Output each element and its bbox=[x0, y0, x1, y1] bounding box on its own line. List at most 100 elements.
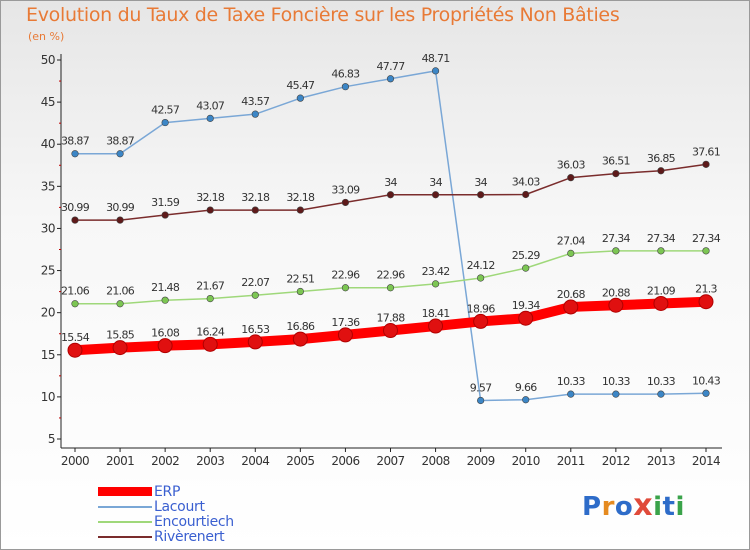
data-label-erp: 16.53 bbox=[241, 323, 270, 336]
data-label-encourtiech: 25.29 bbox=[512, 249, 541, 262]
data-label-rivèrenert: 30.99 bbox=[106, 201, 135, 214]
data-point-encourtiech bbox=[431, 280, 440, 288]
data-point-rivèrenert bbox=[431, 191, 440, 199]
data-label-rivèrenert: 34 bbox=[429, 176, 442, 189]
data-label-lacourt: 48.71 bbox=[422, 52, 450, 65]
data-point-erp bbox=[202, 336, 218, 352]
data-label-rivèrenert: 36.51 bbox=[602, 155, 630, 168]
data-label-encourtiech: 21.06 bbox=[106, 285, 135, 298]
data-label-encourtiech: 23.42 bbox=[422, 265, 450, 278]
data-point-erp bbox=[428, 318, 444, 334]
x-tick-label: 2000 bbox=[61, 454, 89, 468]
data-point-rivèrenert bbox=[386, 191, 395, 199]
data-point-lacourt bbox=[296, 94, 304, 102]
data-label-erp: 17.88 bbox=[377, 312, 406, 325]
data-point-erp bbox=[383, 323, 398, 339]
proxiti-logo: Proxiti bbox=[582, 488, 685, 523]
legend-swatch bbox=[98, 487, 152, 496]
legend-item-lacourt: Lacourt bbox=[98, 499, 234, 514]
data-label-lacourt: 38.87 bbox=[106, 135, 135, 148]
logo-letter: o bbox=[614, 492, 634, 522]
y-tick-label: 10 bbox=[41, 390, 55, 404]
data-label-encourtiech: 27.34 bbox=[692, 232, 721, 245]
data-label-encourtiech: 21.48 bbox=[151, 281, 180, 294]
data-point-encourtiech bbox=[206, 295, 214, 303]
chart-subtitle: (en %) bbox=[28, 30, 65, 43]
data-label-rivèrenert: 36.85 bbox=[647, 152, 676, 165]
data-point-lacourt bbox=[206, 114, 214, 122]
x-tick-label: 2010 bbox=[512, 454, 540, 468]
data-label-erp: 21.3 bbox=[695, 283, 717, 296]
logo-letter: P bbox=[582, 492, 602, 522]
data-point-rivèrenert bbox=[612, 170, 620, 178]
x-tick-label: 2004 bbox=[241, 454, 269, 468]
data-label-erp: 17.36 bbox=[331, 316, 360, 329]
chart-legend: ERP Lacourt Encourtiech Rivèrenert bbox=[98, 484, 234, 544]
data-point-erp bbox=[518, 310, 534, 326]
logo-letter: x bbox=[633, 488, 654, 523]
data-label-rivèrenert: 32.18 bbox=[196, 191, 225, 204]
data-label-encourtiech: 21.06 bbox=[61, 285, 90, 298]
data-label-rivèrenert: 32.18 bbox=[241, 191, 270, 204]
data-point-encourtiech bbox=[657, 247, 665, 255]
data-label-encourtiech: 27.04 bbox=[557, 234, 586, 247]
data-point-lacourt bbox=[161, 118, 169, 127]
legend-swatch bbox=[98, 535, 152, 538]
data-point-encourtiech bbox=[477, 274, 485, 282]
data-point-rivèrenert bbox=[161, 211, 169, 219]
data-label-erp: 15.54 bbox=[61, 331, 90, 344]
data-point-rivèrenert bbox=[657, 167, 665, 175]
data-point-encourtiech bbox=[702, 247, 710, 255]
data-label-rivèrenert: 31.59 bbox=[151, 196, 180, 209]
y-tick-label: 5 bbox=[48, 432, 55, 446]
data-label-encourtiech: 21.67 bbox=[196, 280, 225, 293]
y-tick-label: 30 bbox=[41, 221, 55, 235]
data-label-lacourt: 10.33 bbox=[602, 375, 631, 388]
data-label-erp: 18.96 bbox=[467, 302, 496, 315]
data-label-rivèrenert: 33.09 bbox=[331, 183, 360, 196]
data-point-encourtiech bbox=[296, 287, 304, 296]
data-point-encourtiech bbox=[386, 284, 395, 292]
data-label-lacourt: 9.57 bbox=[470, 382, 492, 395]
data-point-erp bbox=[112, 340, 128, 356]
data-point-erp bbox=[292, 331, 308, 347]
data-label-rivèrenert: 34 bbox=[384, 176, 397, 189]
data-label-rivèrenert: 37.61 bbox=[692, 145, 720, 158]
data-label-lacourt: 42.57 bbox=[151, 104, 180, 117]
data-label-erp: 16.86 bbox=[286, 320, 315, 333]
logo-letter: t bbox=[662, 492, 676, 522]
data-label-lacourt: 43.07 bbox=[196, 99, 225, 112]
data-label-lacourt: 38.87 bbox=[61, 135, 90, 148]
y-tick-label: 45 bbox=[41, 95, 55, 109]
legend-item-encourtiech: Encourtiech bbox=[98, 514, 234, 529]
data-label-erp: 20.68 bbox=[557, 288, 586, 301]
x-tick-label: 2009 bbox=[467, 454, 495, 468]
legend-swatch bbox=[98, 520, 152, 523]
x-tick-label: 2003 bbox=[196, 454, 224, 468]
y-tick-label: 25 bbox=[41, 264, 55, 278]
data-label-erp: 21.09 bbox=[647, 284, 676, 297]
data-point-lacourt bbox=[341, 83, 350, 91]
data-point-rivèrenert bbox=[251, 206, 259, 214]
data-label-erp: 19.34 bbox=[512, 299, 541, 312]
y-tick-label: 15 bbox=[41, 348, 55, 362]
data-point-erp bbox=[247, 334, 263, 350]
data-label-rivèrenert: 30.99 bbox=[61, 201, 90, 214]
data-point-rivèrenert bbox=[296, 206, 304, 214]
data-point-lacourt bbox=[612, 390, 620, 398]
x-tick-label: 2006 bbox=[331, 454, 359, 468]
data-point-lacourt bbox=[657, 390, 665, 398]
data-label-encourtiech: 22.96 bbox=[331, 269, 360, 282]
x-tick-label: 2002 bbox=[151, 454, 179, 468]
data-point-lacourt bbox=[522, 396, 530, 404]
legend-label: Encourtiech bbox=[154, 513, 234, 530]
data-label-lacourt: 9.66 bbox=[515, 381, 537, 394]
y-tick-label: 35 bbox=[41, 179, 55, 193]
data-point-rivèrenert bbox=[71, 216, 79, 224]
data-label-encourtiech: 22.51 bbox=[286, 273, 314, 286]
y-tick-label: 20 bbox=[41, 306, 55, 320]
data-point-erp bbox=[67, 342, 83, 358]
y-tick-label: 50 bbox=[41, 53, 55, 67]
data-label-lacourt: 46.83 bbox=[331, 68, 360, 81]
